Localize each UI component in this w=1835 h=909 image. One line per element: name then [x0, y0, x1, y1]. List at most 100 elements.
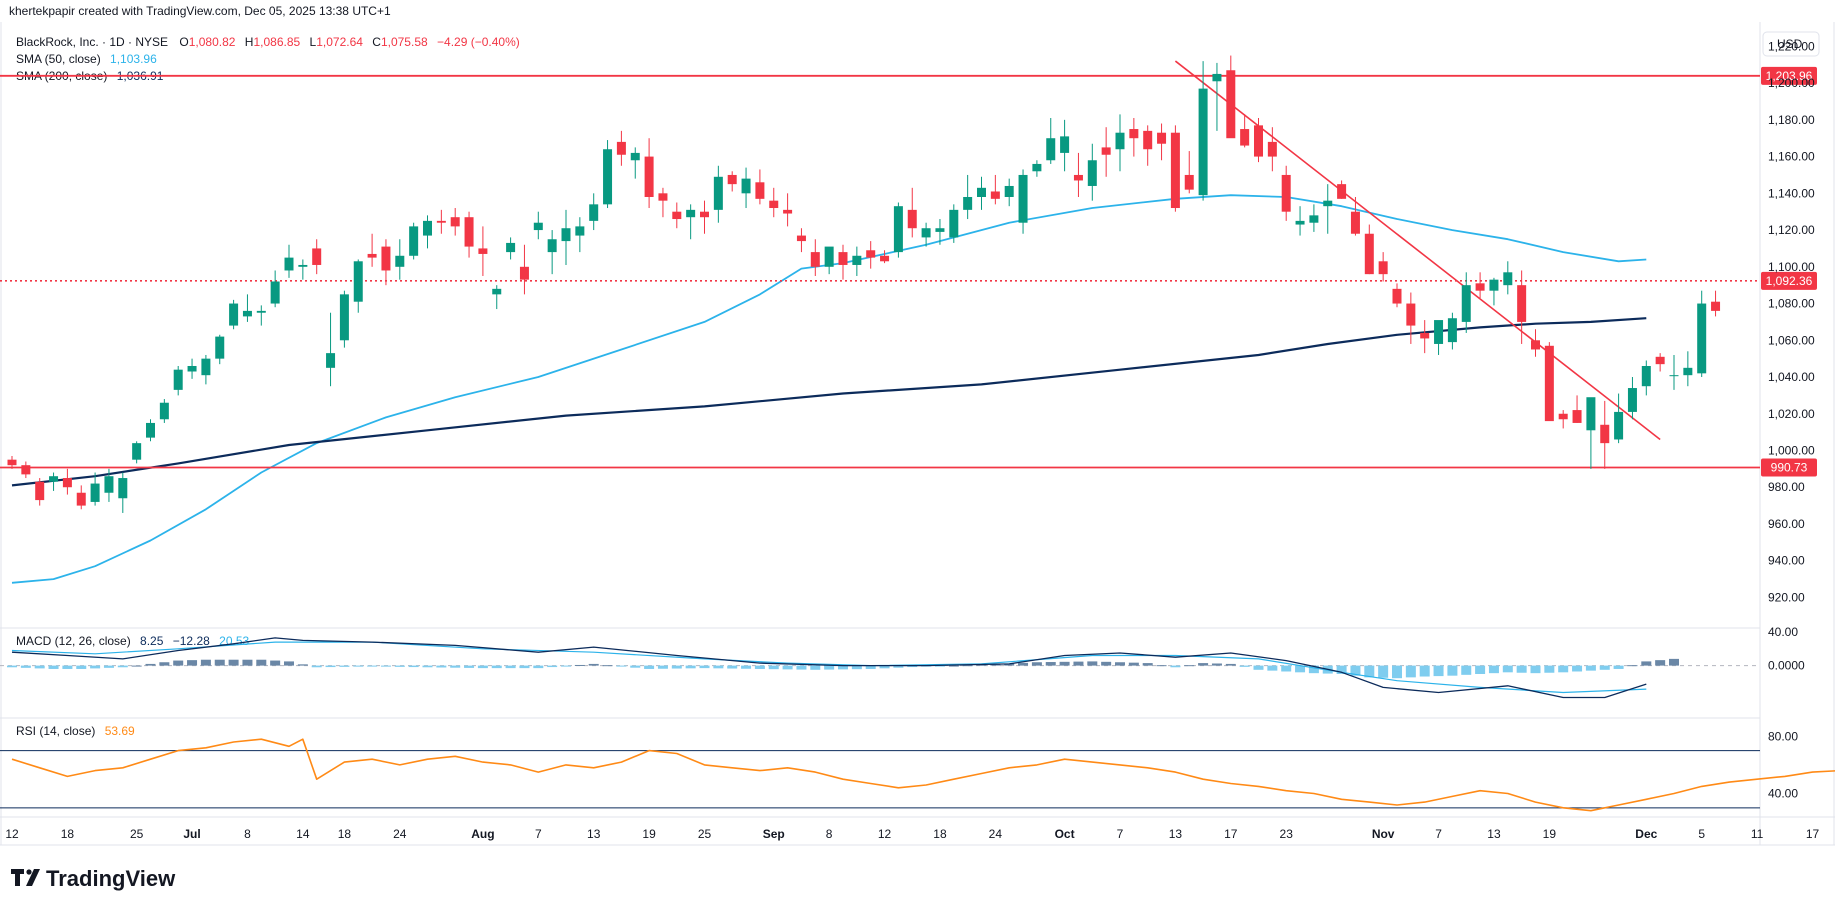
rsi-value: 53.69: [105, 724, 135, 738]
macd-histogram-bar: [1502, 665, 1513, 673]
macd-histogram-bar: [464, 665, 475, 668]
time-tick-label: 23: [1280, 827, 1294, 841]
macd-histogram-bar: [1198, 663, 1209, 666]
candle-body: [21, 465, 31, 475]
sma50-value: 1,103.96: [110, 52, 157, 66]
macd-line: [11, 637, 1647, 699]
candle: [35, 478, 45, 506]
price-tick-label: 1,040.00: [1768, 370, 1815, 384]
candle: [866, 241, 876, 269]
candle-body: [1254, 125, 1263, 157]
candle-body: [76, 492, 86, 506]
rsi-line: [11, 738, 1835, 812]
candle-body: [506, 242, 516, 253]
candle: [229, 299, 239, 330]
candle: [367, 233, 377, 267]
macd-histogram-bar: [1585, 665, 1596, 671]
candle: [284, 244, 294, 278]
macd-histogram-bar: [990, 664, 1001, 666]
time-tick-label: 19: [1543, 827, 1557, 841]
tradingview-logo[interactable]: TradingView: [11, 866, 176, 891]
macd-histogram-bar: [1641, 661, 1652, 666]
created-line: khertekpapir created with TradingView.co…: [9, 4, 391, 18]
candle: [1517, 270, 1527, 344]
time-axis[interactable]: 12 18 25 Jul 8 14 18 24 Aug 7 13 19 25 Sep 8 12 18 24 Oct 7…: [5, 827, 1819, 841]
macd-histogram-bar: [367, 665, 378, 667]
candle-body: [409, 226, 419, 256]
sma50-legend[interactable]: SMA (50, close) 1,103.96: [16, 52, 157, 66]
candle-body: [1544, 345, 1554, 422]
sma50-label: SMA (50, close): [16, 52, 101, 66]
sma200-line: [11, 317, 1647, 487]
candle-body: [35, 481, 45, 501]
candle-body: [1295, 220, 1305, 225]
candle-body: [1420, 332, 1430, 339]
time-tick-label: 18: [338, 827, 352, 841]
candle: [242, 294, 252, 322]
candle-body: [1267, 141, 1277, 157]
time-tick-label: Sep: [763, 827, 785, 841]
rsi-pane[interactable]: RSI (14, close) 53.69: [0, 724, 1835, 812]
main-price-pane[interactable]: [0, 55, 1760, 584]
candle-body: [1129, 129, 1139, 139]
candle-body: [977, 187, 986, 197]
macd-histogram-bar: [810, 665, 821, 670]
candle: [1641, 360, 1651, 396]
candle: [312, 239, 322, 275]
macd-histogram-bar: [422, 665, 433, 668]
candle: [395, 239, 405, 280]
time-tick-label: 14: [296, 827, 310, 841]
macd-histogram-bar: [1308, 665, 1319, 674]
candle-body: [921, 228, 931, 238]
macd-histogram-bar: [1059, 661, 1070, 666]
candle-body: [381, 246, 391, 271]
macd-histogram-bar: [838, 665, 848, 670]
macd-histogram-bar: [588, 663, 599, 666]
macd-histogram-bar: [1558, 665, 1569, 673]
candle: [381, 239, 391, 286]
time-tick-label: 17: [1806, 827, 1820, 841]
candle-body: [339, 294, 349, 341]
candle: [146, 419, 155, 442]
time-tick-label: Jul: [183, 827, 200, 841]
macd-histogram-bar: [1336, 665, 1347, 674]
price-tick-label: 1,200.00: [1768, 76, 1815, 90]
macd-histogram-bar: [297, 664, 308, 666]
time-tick-label: 5: [1698, 827, 1705, 841]
price-tick-label: 1,140.00: [1768, 186, 1815, 200]
macd-histogram-bar: [1184, 665, 1195, 667]
macd-histogram-bar: [1392, 665, 1402, 679]
macd-pane[interactable]: MACD (12, 26, close) 8.25 −12.28 20.53: [0, 634, 1760, 699]
time-tick-label: 19: [642, 827, 656, 841]
candle-body: [1475, 283, 1485, 291]
macd-histogram-bar: [436, 665, 447, 668]
candle: [159, 399, 169, 423]
candle-body: [575, 226, 585, 236]
candle: [1170, 125, 1180, 212]
candle: [852, 246, 862, 276]
macd-histogram-bar: [519, 665, 530, 669]
candle: [1544, 342, 1554, 422]
candle: [783, 193, 793, 227]
ohlc-high-label: H: [245, 35, 254, 49]
candle-body: [312, 248, 322, 265]
candle: [132, 441, 142, 464]
macd-histogram-bar: [1281, 665, 1292, 672]
candle: [561, 209, 571, 265]
candle: [1295, 206, 1305, 236]
price-axis[interactable]: 1,203.96 1,092.36 990.73 1,220.00 1,200.00 1,…: [1761, 39, 1817, 801]
macd-histogram-bar: [1447, 665, 1458, 676]
ohlc-change: −4.29 (−0.40%): [437, 35, 520, 49]
candle-body: [672, 211, 682, 220]
currency-button[interactable]: [1762, 31, 1820, 57]
candle: [810, 239, 820, 276]
candle-body: [367, 253, 377, 258]
macd-hist-value: 8.25: [140, 634, 164, 648]
candle: [464, 211, 474, 258]
candle-body: [1323, 200, 1333, 207]
candle-body: [783, 209, 793, 214]
candle-body: [1669, 375, 1679, 377]
candle: [1267, 127, 1277, 172]
candle-body: [1392, 288, 1402, 304]
